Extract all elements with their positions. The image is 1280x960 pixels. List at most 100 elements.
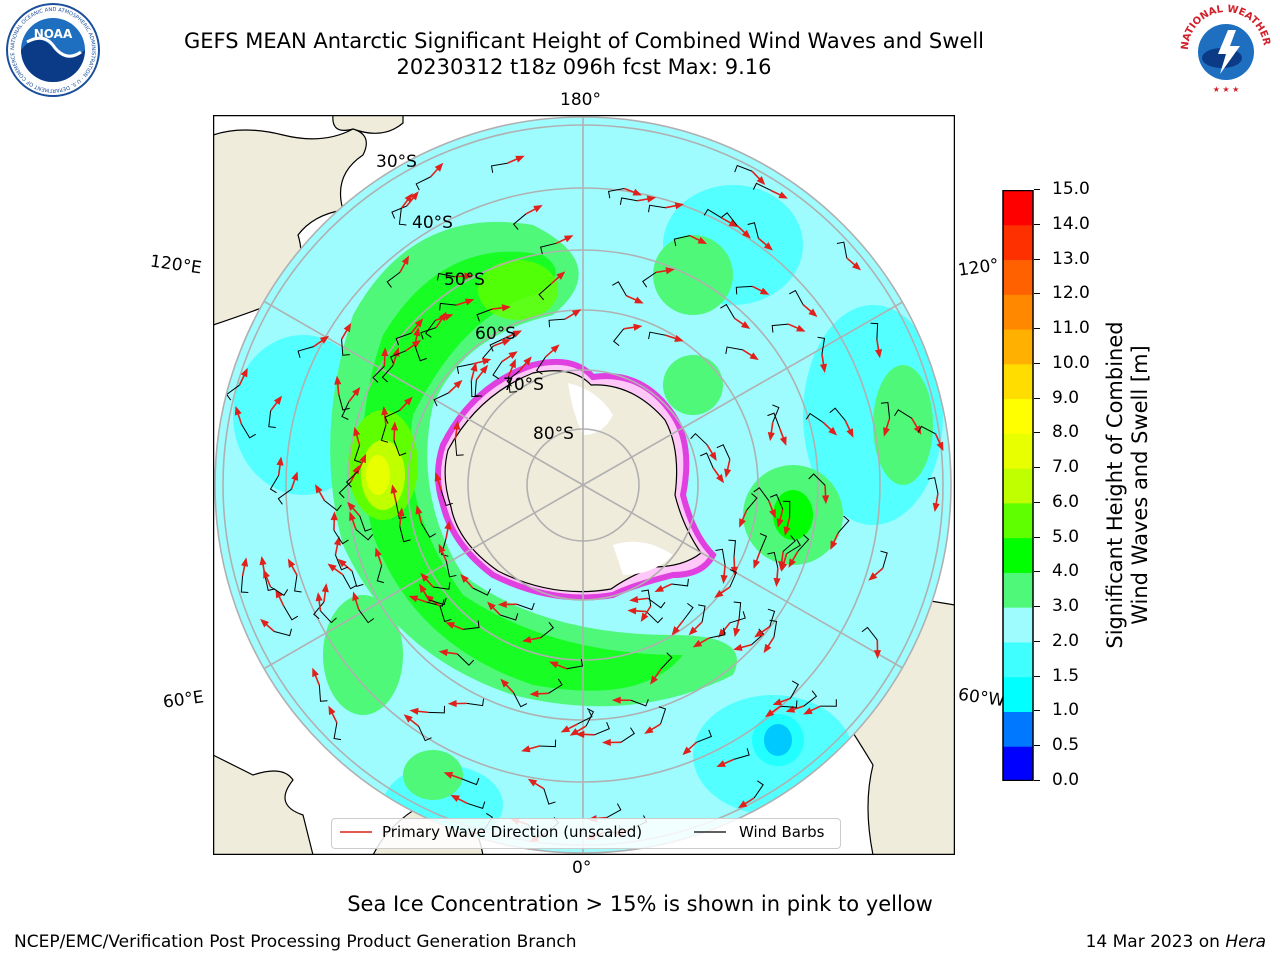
lat-label-70s: 70°S — [503, 375, 544, 395]
wind-barb — [439, 606, 452, 623]
wave-arrow-head — [772, 698, 783, 706]
colorbar-segment — [1003, 502, 1033, 539]
wave-arrow-head — [767, 431, 775, 442]
wave-arrow-head — [688, 626, 698, 636]
colorbar-segment — [1003, 607, 1033, 643]
wave-arrow-head — [334, 375, 342, 385]
lat-label-30s: 30°S — [376, 152, 417, 172]
lon-label-120w: 120° — [956, 255, 1001, 281]
wave-arrow-head — [763, 242, 773, 251]
wave-arrow-head — [352, 591, 360, 602]
credit-date: 14 Mar 2023 on — [1085, 932, 1226, 952]
colorbar-tick-label: 14.0 — [1052, 213, 1090, 234]
wave-arrow-head — [733, 643, 743, 651]
wave-arrow-head — [556, 271, 566, 280]
wind-barb — [720, 303, 735, 319]
wind-barb — [398, 208, 407, 226]
wave-arrow-head — [529, 690, 539, 698]
wind-barb — [648, 331, 666, 340]
wave-arrow-head — [759, 287, 770, 295]
wave-arrow-head — [291, 471, 299, 481]
wind-barb — [428, 705, 446, 714]
wind-barb — [512, 213, 527, 230]
wind-barb — [782, 500, 791, 518]
wind-barb — [880, 550, 888, 569]
wave-arrow-head — [874, 349, 883, 359]
colorbar-segment — [1003, 363, 1033, 400]
wind-barb — [753, 487, 770, 502]
wind-barb — [733, 748, 750, 760]
wind-barb — [390, 350, 406, 364]
wave-arrow-head — [381, 347, 389, 357]
wave-arrow-head — [778, 191, 788, 199]
colorbar-segment — [1003, 746, 1033, 781]
wind-barb — [548, 318, 566, 328]
wind-barb — [836, 241, 848, 259]
wave-arrow-head — [464, 298, 475, 306]
wave-arrow-head — [450, 794, 460, 803]
wave-arrow-head — [276, 456, 284, 466]
wind-barb — [759, 533, 768, 552]
wind-barb — [345, 470, 359, 488]
colorbar-label-line2: Wind Waves and Swell [m] — [1128, 345, 1152, 625]
colorbar-tick-mark — [1034, 501, 1040, 503]
wind-barb — [620, 727, 636, 743]
wind-barb — [619, 197, 638, 205]
wind-barb — [751, 628, 765, 646]
credit-host: Hera — [1225, 932, 1266, 952]
colorbar-tick-label: 13.0 — [1052, 248, 1090, 269]
lat-label-40s: 40°S — [412, 213, 453, 233]
wave-arrow-head — [522, 636, 532, 644]
colorbar-tick-label: 0.0 — [1052, 770, 1080, 790]
wave-arrow-head — [674, 335, 684, 342]
wind-barb — [457, 653, 475, 666]
wave-arrow-head — [724, 468, 732, 478]
sea-ice-caption: Sea Ice Concentration > 15% is shown in … — [347, 892, 933, 916]
wind-barb — [274, 628, 292, 637]
wave-arrow-head — [470, 362, 478, 372]
wind-barb — [353, 444, 362, 463]
wind-barb — [752, 182, 772, 191]
wave-arrow-head — [509, 358, 516, 369]
wind-barb — [837, 515, 850, 534]
wind-barb — [797, 534, 810, 552]
wave-arrow-head — [633, 323, 643, 331]
wind-barb — [660, 652, 673, 670]
wind-barb — [277, 488, 292, 505]
wind-barb — [715, 548, 726, 566]
colorbar-tick-mark — [1034, 745, 1040, 747]
wind-barb — [376, 565, 385, 584]
wave-arrow-head — [674, 202, 685, 210]
wave-arrow-head — [410, 191, 419, 201]
wind-barb — [341, 401, 350, 420]
wave-arrow-head — [571, 309, 582, 317]
wind-barb — [721, 212, 738, 226]
wind-barb — [436, 272, 455, 281]
wave-arrow-head — [464, 272, 474, 280]
wave-arrow-head — [749, 352, 759, 361]
wave-arrow-head — [611, 696, 621, 704]
colorbar-tick-label: 4.0 — [1052, 561, 1080, 582]
wind-barb — [333, 530, 349, 545]
wave-arrow-head — [803, 707, 813, 715]
wave-arrow-head — [413, 326, 421, 337]
wave-arrow-head — [788, 558, 796, 568]
colorbar-tick-label: 12.0 — [1052, 283, 1090, 304]
wind-barb — [767, 412, 781, 429]
wind-barb — [294, 575, 302, 593]
wave-arrow-head — [654, 585, 664, 593]
wind-barb — [894, 409, 913, 419]
colorbar-tick-mark — [1034, 675, 1040, 677]
wave-arrow-head — [438, 543, 446, 554]
wind-barb — [594, 722, 610, 736]
wind-barb — [767, 551, 779, 569]
wave-arrow-head — [739, 518, 746, 528]
wind-barb — [418, 725, 432, 742]
wave-arrow-head — [500, 678, 510, 688]
wind-barb — [355, 529, 374, 541]
wind-barb — [566, 658, 584, 670]
wave-arrow-head — [852, 261, 862, 271]
wind-barb — [433, 582, 451, 590]
wind-barb — [786, 539, 801, 555]
wave-arrow-head — [527, 778, 538, 787]
